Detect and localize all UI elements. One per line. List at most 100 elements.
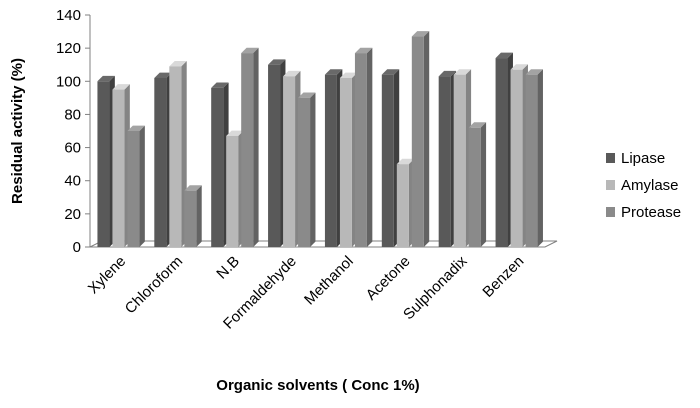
bar-front: [324, 74, 337, 248]
bar: [339, 72, 358, 247]
bar-front: [241, 53, 254, 247]
x-tick-label: Chloroform: [122, 253, 186, 317]
bar-top: [226, 130, 244, 136]
bar-side: [537, 69, 543, 247]
x-tick-label: Xylene: [85, 253, 129, 297]
bar-top: [495, 52, 513, 59]
legend-swatch: [606, 180, 615, 190]
bar-top: [184, 185, 202, 191]
bar: [324, 69, 343, 248]
bar-front: [97, 81, 110, 248]
bar-top: [211, 82, 229, 88]
y-tick-label: 120: [56, 40, 81, 57]
bar-top: [97, 75, 115, 82]
bar-top: [154, 72, 172, 78]
y-tick-label: 0: [73, 239, 81, 256]
bar: [525, 69, 543, 248]
bar-front: [184, 190, 197, 247]
y-tick-label: 140: [56, 7, 81, 24]
x-tick-label: Methanol: [301, 253, 357, 309]
bar-front: [396, 164, 409, 247]
bar: [495, 52, 513, 248]
legend: Lipase Amylase Protease: [606, 150, 681, 221]
legend-label: Protease: [621, 204, 681, 221]
bar: [184, 185, 202, 247]
bar-front: [381, 74, 394, 248]
bar-side: [139, 125, 145, 247]
legend-item: Amylase: [606, 177, 679, 194]
y-axis: 0 20 40 60 80 100 120 140: [56, 7, 91, 256]
bar-top: [438, 70, 457, 77]
x-axis-title: Organic solvents ( Conc 1%): [216, 377, 419, 394]
bar-top: [169, 60, 187, 67]
legend-label: Amylase: [621, 177, 679, 194]
bar-top: [127, 125, 145, 131]
bar: [127, 125, 145, 247]
bar: [354, 47, 373, 247]
bar-top: [381, 69, 400, 75]
bar-front: [510, 69, 523, 247]
bar-front: [438, 76, 451, 247]
bar-front: [525, 74, 538, 248]
bar-front: [495, 58, 508, 248]
bar-front: [154, 77, 167, 247]
legend-item: Protease: [606, 204, 681, 221]
bars: [97, 31, 543, 248]
bar-top: [453, 69, 472, 75]
legend-swatch: [606, 207, 615, 217]
y-tick-label: 60: [64, 140, 81, 157]
bar-front: [211, 87, 224, 248]
y-tick-label: 100: [56, 73, 81, 90]
bar-front: [283, 76, 296, 247]
bar-side: [253, 47, 259, 247]
bar: [268, 59, 286, 247]
bar-top: [112, 84, 130, 90]
bar: [510, 64, 528, 248]
bar-front: [468, 127, 481, 247]
legend-label: Lipase: [621, 150, 665, 167]
bar-top: [468, 122, 487, 128]
bar-front: [169, 66, 182, 247]
bar: [411, 31, 430, 248]
y-tick-label: 20: [64, 206, 81, 223]
bar-top: [525, 69, 543, 75]
bar: [396, 158, 415, 247]
bar-top: [241, 47, 259, 54]
bar: [283, 70, 301, 248]
bar-front: [268, 64, 281, 247]
bar-front: [339, 77, 352, 247]
bar-top: [268, 59, 286, 65]
x-tick-label: Acetone: [363, 253, 414, 304]
bar: [97, 75, 115, 248]
bar-top: [396, 158, 415, 165]
bar-front: [298, 97, 311, 247]
bar-top: [411, 31, 430, 37]
bar-top: [510, 64, 528, 70]
bar: [381, 69, 400, 248]
x-tick-label: Benzen: [479, 253, 527, 301]
bar: [468, 122, 487, 247]
y-tick-label: 80: [64, 106, 81, 123]
bar-top: [339, 72, 358, 78]
bar: [112, 84, 130, 248]
bar-front: [112, 89, 125, 247]
bar-top: [354, 47, 373, 54]
bar-side: [366, 47, 373, 247]
bar-front: [354, 53, 367, 247]
bar-side: [423, 31, 430, 248]
bar: [241, 47, 259, 247]
bar-front: [226, 135, 239, 247]
bar: [169, 60, 187, 247]
bar-top: [283, 70, 301, 77]
bar-top: [324, 69, 343, 75]
y-tick-label: 40: [64, 173, 81, 190]
bar-front: [453, 74, 466, 248]
bar: [453, 69, 472, 248]
y-axis-title: Residual activity (%): [9, 58, 26, 204]
bar: [298, 92, 316, 247]
bar-front: [127, 131, 140, 247]
bar-front: [411, 36, 424, 247]
